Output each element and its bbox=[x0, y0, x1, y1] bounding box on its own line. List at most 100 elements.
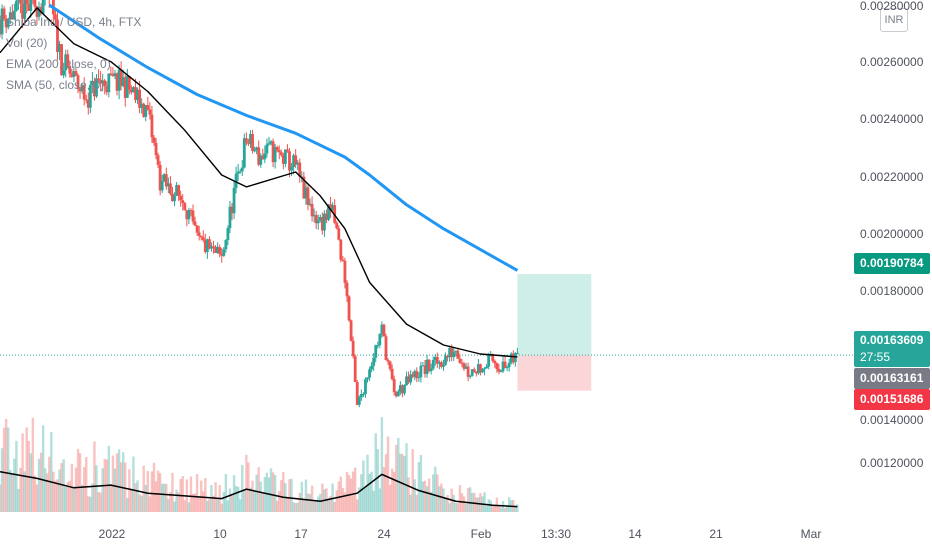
candle bbox=[173, 195, 176, 202]
volume-bar bbox=[243, 489, 246, 512]
candle bbox=[216, 247, 220, 253]
legend-volume[interactable]: Vol (20) bbox=[6, 36, 48, 50]
legend-sma[interactable]: SMA (50, close, 0) bbox=[6, 78, 105, 92]
candle bbox=[425, 359, 429, 375]
x-tick: Feb bbox=[470, 527, 492, 541]
volume-ma-line bbox=[0, 470, 518, 508]
volume-bar bbox=[177, 492, 180, 512]
candle bbox=[462, 363, 466, 369]
candle bbox=[392, 379, 396, 393]
volume-bar bbox=[380, 417, 384, 512]
candle bbox=[33, 0, 37, 7]
candle bbox=[72, 71, 76, 77]
volume-bar bbox=[300, 481, 304, 512]
volume-bar bbox=[411, 449, 414, 512]
volume-bar bbox=[228, 488, 232, 512]
volume-bar bbox=[204, 478, 207, 512]
volume-bar bbox=[171, 472, 174, 512]
y-tick: 0.00200000 bbox=[860, 227, 924, 241]
volume-bar bbox=[343, 492, 347, 512]
volume-bar bbox=[294, 503, 297, 512]
volume-bar bbox=[160, 483, 164, 512]
volume-bar bbox=[195, 474, 199, 512]
candle bbox=[191, 210, 195, 222]
candle bbox=[275, 147, 279, 151]
volume-bar bbox=[138, 494, 141, 512]
candle bbox=[201, 237, 205, 241]
legend-ema[interactable]: EMA (200, close, 0) bbox=[6, 57, 111, 71]
candle bbox=[134, 87, 137, 100]
volume-bar bbox=[473, 492, 476, 512]
candle bbox=[103, 80, 107, 87]
candle bbox=[269, 141, 273, 144]
candle bbox=[247, 142, 250, 144]
candle bbox=[329, 204, 332, 211]
volume-bar bbox=[499, 507, 503, 512]
candle bbox=[405, 376, 408, 386]
volume-bar bbox=[4, 418, 8, 512]
candle bbox=[427, 359, 431, 372]
candle bbox=[251, 134, 254, 151]
volume-bar bbox=[68, 480, 72, 512]
candle bbox=[234, 173, 238, 188]
candle bbox=[228, 206, 232, 229]
candle bbox=[140, 103, 144, 108]
candle bbox=[224, 240, 228, 250]
stop-zone bbox=[517, 355, 592, 391]
volume-bar bbox=[183, 500, 186, 512]
volume-bar bbox=[292, 502, 295, 512]
volume-bar bbox=[275, 500, 279, 512]
candle bbox=[312, 215, 316, 217]
volume-bar bbox=[126, 497, 129, 512]
volume-bar bbox=[173, 501, 176, 512]
volume-bar bbox=[477, 497, 480, 512]
volume-bar bbox=[148, 496, 152, 512]
volume-bar bbox=[370, 471, 373, 512]
candle bbox=[398, 385, 402, 392]
volume-bar bbox=[197, 496, 201, 512]
volume-bar bbox=[82, 467, 86, 512]
candle bbox=[187, 210, 191, 220]
volume-bar bbox=[142, 465, 145, 512]
candle bbox=[54, 14, 57, 20]
volume-bar bbox=[364, 487, 367, 512]
candle bbox=[220, 253, 224, 256]
currency-button[interactable]: INR bbox=[880, 8, 908, 32]
candle bbox=[470, 369, 474, 376]
volume-bar bbox=[175, 489, 178, 512]
candle bbox=[117, 69, 121, 91]
volume-bar bbox=[121, 452, 125, 512]
candle bbox=[132, 87, 135, 93]
candle bbox=[491, 354, 495, 361]
volume-bar bbox=[446, 494, 449, 512]
volume-bar bbox=[39, 452, 43, 512]
volume-bar bbox=[372, 490, 375, 512]
candle bbox=[90, 80, 94, 86]
candle bbox=[214, 246, 217, 253]
volume-bar bbox=[271, 472, 275, 512]
candle bbox=[25, 0, 29, 4]
volume-bar bbox=[397, 437, 400, 512]
chart-legend: Shiba Inu / USD, 4h, FTX Vol (20) EMA (2… bbox=[6, 12, 141, 96]
candle bbox=[203, 240, 207, 252]
candle bbox=[86, 99, 90, 108]
volume-bar bbox=[85, 457, 88, 512]
volume-bar bbox=[263, 476, 267, 512]
candle bbox=[468, 375, 472, 377]
candle bbox=[479, 364, 482, 373]
candle bbox=[193, 221, 197, 226]
volume-bar bbox=[163, 483, 166, 512]
volume-bar bbox=[423, 480, 427, 512]
candle bbox=[80, 85, 84, 92]
volume-bar bbox=[48, 456, 51, 512]
volume-bar bbox=[479, 493, 482, 512]
legend-symbol[interactable]: Shiba Inu / USD, 4h, FTX bbox=[6, 15, 142, 29]
candle bbox=[481, 369, 484, 373]
volume-bar bbox=[413, 479, 416, 512]
candle bbox=[259, 155, 263, 165]
volume-bar bbox=[407, 477, 410, 512]
volume-bar bbox=[514, 506, 517, 512]
x-tick: 24 bbox=[377, 527, 391, 541]
volume-bar bbox=[43, 468, 47, 512]
